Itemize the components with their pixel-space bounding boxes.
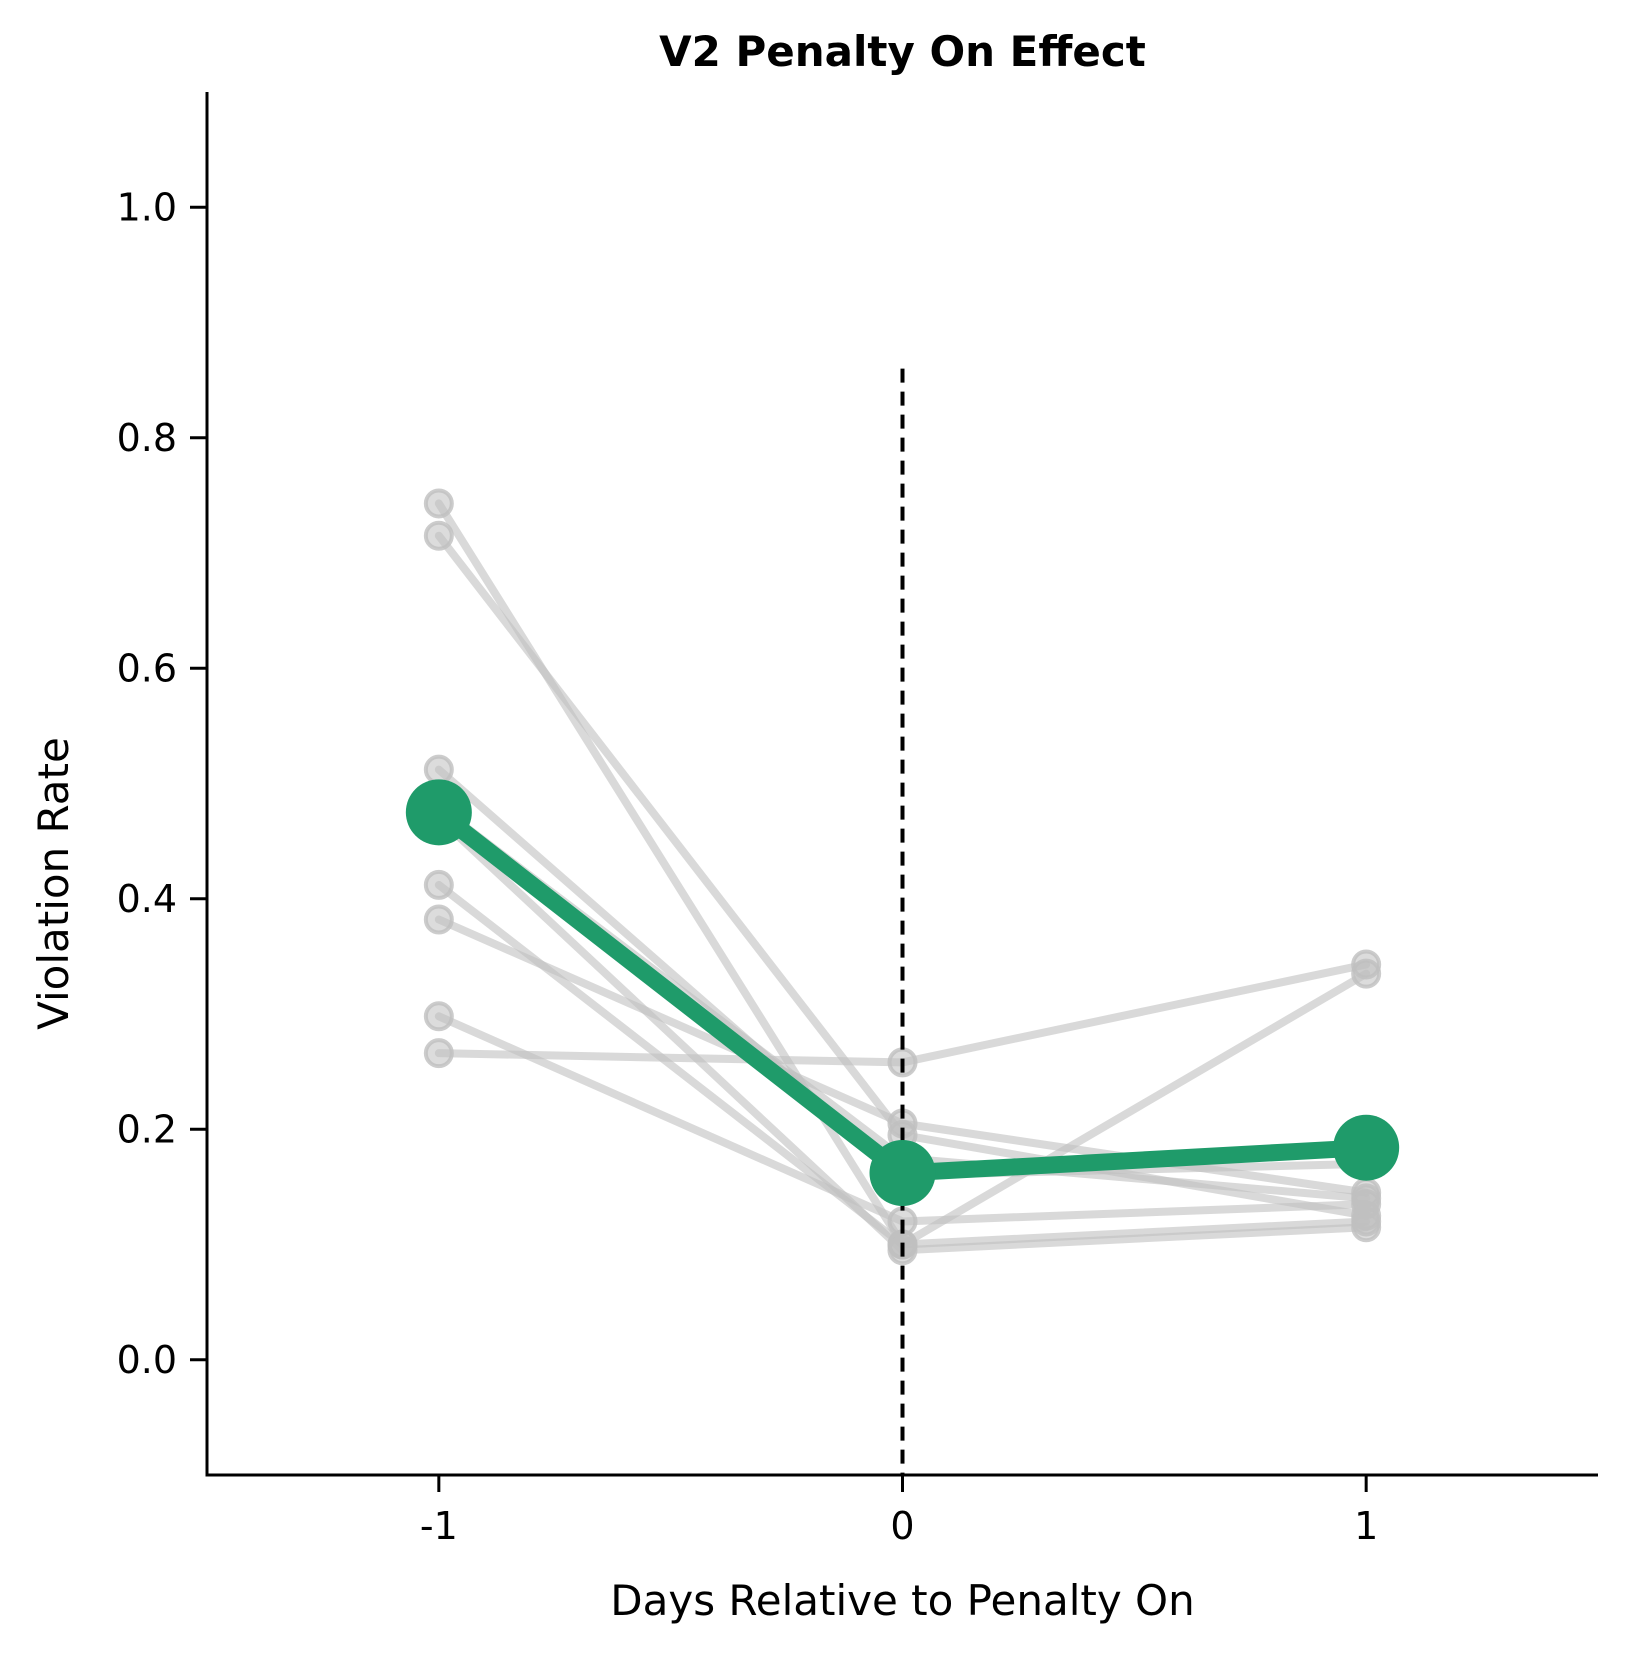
mean-series-point	[869, 1140, 936, 1207]
text-layer: V2 Penalty On Effect Days Relative to Pe…	[29, 27, 1195, 1625]
individual-series-point	[1351, 1183, 1382, 1214]
y-tick-label: 0.0	[117, 1338, 177, 1382]
individual-series-point	[423, 904, 454, 935]
y-tick-label: 0.6	[117, 646, 177, 690]
x-tick-label: -1	[420, 1504, 458, 1548]
y-axis-title: Violation Rate	[29, 737, 78, 1030]
chart-title: V2 Penalty On Effect	[659, 27, 1146, 76]
x-axis-title: Days Relative to Penalty On	[610, 1576, 1194, 1625]
individual-series-point	[423, 869, 454, 900]
y-tick-label: 0.4	[117, 877, 177, 921]
mean-series-point	[1333, 1114, 1400, 1181]
individual-series-point	[1351, 949, 1382, 980]
axes-layer: 0.0 0.2 0.4 0.6 0.8 1.0 -1 0 1	[117, 92, 1598, 1548]
individual-series-point	[423, 520, 454, 551]
individual-series-point	[423, 488, 454, 519]
y-tick-label: 0.8	[117, 416, 177, 460]
y-tick-label: 1.0	[117, 185, 177, 229]
individual-series-point	[423, 1001, 454, 1032]
x-tick-label: 0	[890, 1504, 914, 1548]
individual-series-point	[423, 754, 454, 785]
y-tick-label: 0.2	[117, 1107, 177, 1151]
mean-series-point	[405, 779, 472, 846]
individual-series-point	[423, 1038, 454, 1069]
individual-series-point	[1351, 1212, 1382, 1243]
x-tick-label: 1	[1354, 1504, 1378, 1548]
mean-series-layer	[405, 779, 1400, 1207]
